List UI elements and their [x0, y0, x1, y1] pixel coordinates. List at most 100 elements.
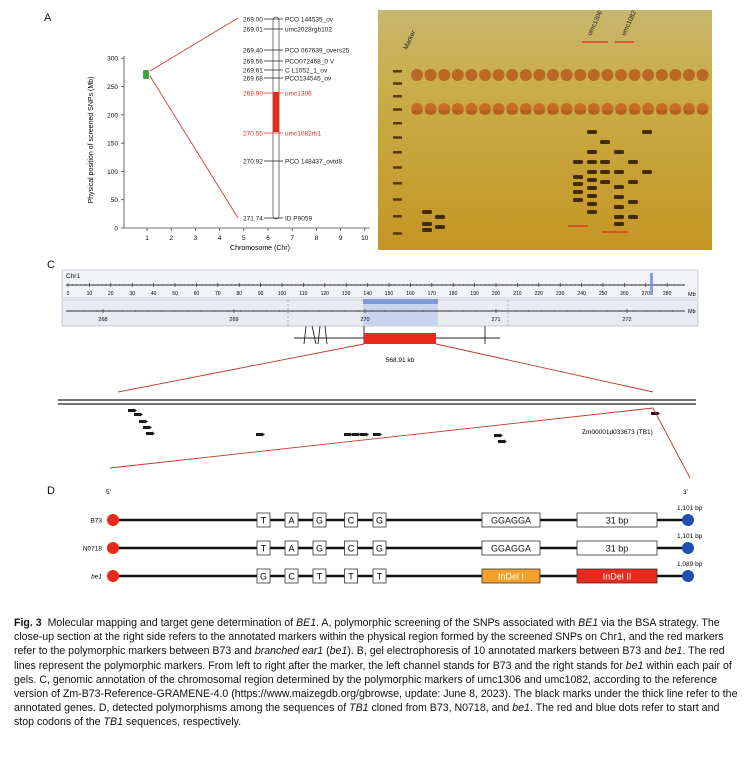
- snp-base: T: [261, 544, 267, 554]
- panel-c-label: C: [47, 259, 55, 271]
- x-tick-label: 1: [145, 235, 149, 242]
- y-tick-label: 150: [107, 141, 118, 148]
- snp-cluster-mark: [143, 70, 149, 79]
- snp-base: T: [377, 572, 383, 582]
- overview-tick-label: 10: [87, 291, 93, 297]
- overview-tick-label: 110: [299, 291, 307, 297]
- snp-base: G: [316, 516, 323, 526]
- marker-position: 269.68: [243, 76, 263, 83]
- overview-tick-label: 200: [492, 291, 501, 297]
- marker-position: 269.90: [243, 91, 263, 98]
- y-tick-label: 300: [107, 56, 118, 63]
- zoom-tick-label: 268: [98, 317, 107, 323]
- stop-codon-dot: [682, 542, 694, 554]
- polymorphism-box-1: GGAGGA: [491, 516, 531, 526]
- snp-base: G: [376, 544, 383, 554]
- marker-name: PCO 148437_ovtd8: [285, 159, 342, 166]
- panel-a-x-ticks: 1 2 3 4 5 6 7 8 9 10: [145, 228, 369, 242]
- overview-tick-label: 270: [642, 291, 651, 297]
- marker-name: PCO 144535_ov: [285, 17, 334, 24]
- y-tick-label: 250: [107, 84, 118, 91]
- zoom-unit: Mb: [688, 309, 696, 315]
- overview-tick-label: 80: [236, 291, 242, 297]
- overview-tick-label: 0: [67, 291, 70, 297]
- overview-tick-label: 90: [258, 291, 264, 297]
- panel-d-label: D: [47, 485, 55, 497]
- stop-codon-dot: [682, 570, 694, 582]
- marker-name: PCO072468_0 V: [285, 59, 335, 66]
- panel-d-figure: 5' 3' B73 T A G C G GGAGGA 31 bp 1,101 bp N0718 T A…: [83, 489, 703, 584]
- x-tick-label: 4: [218, 235, 222, 242]
- overview-tick-label: 30: [129, 291, 135, 297]
- snp-base: T: [261, 516, 267, 526]
- annotated-genes: [128, 408, 660, 444]
- zoom-tick-label: 269: [229, 317, 238, 323]
- x-tick-label: 8: [315, 235, 319, 242]
- sequence-length: 1,101 bp: [677, 505, 703, 512]
- overview-tick-label: 280: [663, 291, 672, 297]
- panel-a-x-axis-label: Chromosome (Chr): [230, 245, 290, 252]
- row-label: be1: [91, 574, 102, 581]
- row-label: B73: [90, 518, 102, 525]
- marker-name: PCO134545_ov: [285, 76, 332, 83]
- polymorphic-region: [364, 333, 436, 344]
- overview-tick-label: 220: [535, 291, 544, 297]
- snp-base: G: [376, 516, 383, 526]
- y-tick-label: 200: [107, 112, 118, 119]
- y-tick-label: 0: [114, 226, 118, 233]
- marker-name: ID P9059: [285, 216, 312, 223]
- marker-name: PCO 067639_overs25: [285, 48, 350, 55]
- snp-base: C: [288, 572, 295, 582]
- x-tick-label: 2: [169, 235, 173, 242]
- polymorphism-box-2: 31 bp: [606, 516, 629, 526]
- y-tick-label: 50: [111, 197, 119, 204]
- overview-tick-label: 210: [513, 291, 522, 297]
- x-tick-label: 3: [194, 235, 198, 242]
- panel-a-marker-list: 269.00 PCO 144535_ov 269.01 umc2028rgb102 26…: [243, 17, 350, 223]
- overview-tick-label: 130: [342, 291, 351, 297]
- zoom-tick-label: 270: [360, 317, 369, 323]
- three-prime-label: 3': [683, 489, 688, 496]
- overview-tick-label: 150: [385, 291, 394, 297]
- panel-c-figure: Chr1 0 10 20 30 40 50 60 70 80 90 100 110 120 130 140 1…: [58, 269, 699, 479]
- marker-name: umc1082rb1: [285, 131, 322, 138]
- zoom-ticks: 268 269 270 271 272: [69, 309, 673, 323]
- polymorphism-box-2: InDel II: [603, 572, 632, 582]
- overview-tick-label: 240: [577, 291, 586, 297]
- overview-tick-label: 40: [151, 291, 157, 297]
- five-prime-label: 5': [106, 489, 111, 496]
- marker-position: 269.40: [243, 48, 263, 55]
- gel-image: Marker umc1306 umc1082: [378, 10, 712, 250]
- marker-position: 269.61: [243, 68, 263, 75]
- x-tick-label: 9: [339, 235, 343, 242]
- figure-caption: Fig. 3 Molecular mapping and target gene…: [14, 616, 740, 730]
- overview-tick-label: 260: [620, 291, 629, 297]
- marker-name: C L1052_1_ov: [285, 68, 328, 75]
- marker-name: umc1306: [285, 91, 312, 98]
- polymorphism-box-1: GGAGGA: [491, 544, 531, 554]
- zoom-tick-label: 271: [491, 317, 500, 323]
- snp-base: C: [348, 544, 355, 554]
- snp-base: A: [288, 544, 294, 554]
- overview-unit: Mb: [688, 292, 696, 298]
- x-tick-label: 6: [266, 235, 270, 242]
- snp-base: A: [288, 516, 294, 526]
- polymorphism-box-1: InDel I: [498, 572, 524, 582]
- start-codon-dot: [107, 570, 119, 582]
- snp-base: C: [348, 516, 355, 526]
- polymorphism-box-2: 31 bp: [606, 544, 629, 554]
- overview-tick-label: 120: [321, 291, 330, 297]
- overview-tick-label: 100: [278, 291, 287, 297]
- marker-position: 269.56: [243, 59, 263, 66]
- overview-tick-label: 140: [363, 291, 372, 297]
- marker-position: 269.01: [243, 27, 263, 34]
- y-tick-label: 100: [107, 169, 118, 176]
- overview-tick-label: 190: [470, 291, 479, 297]
- panel-a-y-ticks: 0 50 100 150 200 250 300: [107, 56, 124, 233]
- marker-position: 269.00: [243, 17, 263, 24]
- sequence-rows: B73 T A G C G GGAGGA 31 bp 1,101 bp N0718 T A G C G GGA…: [83, 505, 703, 584]
- track-name: Chr1: [66, 273, 80, 280]
- tb1-gene-label: Zm00001d033673 (TB1): [582, 429, 653, 436]
- overview-tick-label: 160: [406, 291, 415, 297]
- marker-position: 271.74: [243, 216, 263, 223]
